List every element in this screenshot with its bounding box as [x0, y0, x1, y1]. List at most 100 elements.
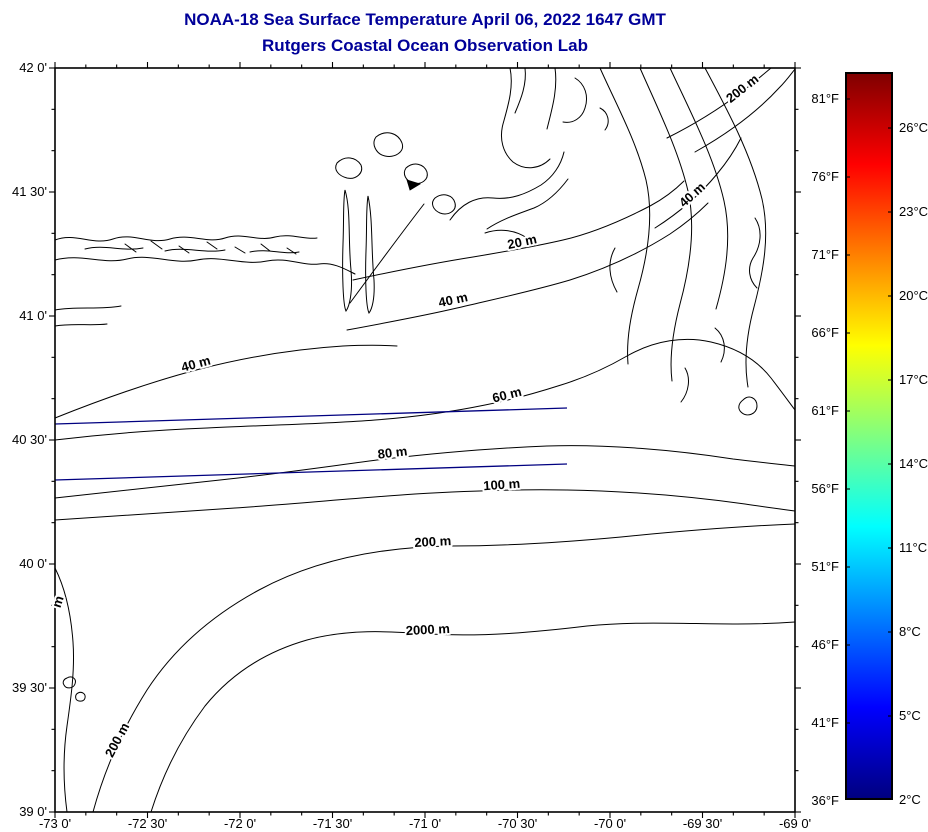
- x-tick-label: -69 0': [778, 816, 812, 831]
- x-tick-label: -69 30': [682, 816, 723, 831]
- colorbar-c-label: 20°C: [899, 288, 928, 303]
- colorbar-c-label: 2°C: [899, 792, 921, 807]
- y-tick-label: 41 0': [19, 308, 47, 323]
- squiggle-1: [749, 217, 761, 289]
- islet-1: [62, 676, 76, 689]
- colorbar-ticks: [845, 98, 893, 800]
- contour-40m-west: [54, 344, 398, 419]
- bay-channel-line: [349, 203, 425, 304]
- colorbar-f-label: 51°F: [811, 559, 839, 574]
- contour-label: 40 m: [437, 289, 469, 310]
- shoal-line-1: [599, 67, 651, 365]
- colorbar-c-label: 14°C: [899, 456, 928, 471]
- island-blob-4: [432, 194, 456, 215]
- colorbar-f-label: 71°F: [811, 247, 839, 262]
- x-tick-label: -72 30': [127, 816, 168, 831]
- figure-subtitle: Rutgers Coastal Ocean Observation Lab: [262, 36, 588, 55]
- contour-200m-northeast-a: [666, 67, 772, 139]
- contour-200m-main: [92, 523, 796, 813]
- squiggle-4: [680, 367, 689, 403]
- y-tick-label: 42 0': [19, 60, 47, 75]
- colorbar-c-label: 8°C: [899, 624, 921, 639]
- island-sliver-east: [365, 195, 375, 314]
- contour-label: 40 m: [180, 353, 213, 375]
- contour-label: 80 m: [377, 443, 408, 462]
- cape-shore-b: [486, 178, 569, 230]
- colorbar-f-label: 56°F: [811, 481, 839, 496]
- islet-2: [75, 691, 86, 702]
- colorbar-c-label: 5°C: [899, 708, 921, 723]
- coastline-hatching: [124, 240, 297, 255]
- colorbar-c-label: 26°C: [899, 120, 928, 135]
- sound-detail: [484, 229, 528, 239]
- island-blob-3: [403, 163, 428, 184]
- colorbar-f-label: 41°F: [811, 715, 839, 730]
- contour-label: 200 m: [414, 533, 452, 550]
- transect-line-south: [54, 463, 568, 481]
- coastline-connecticut-b: [54, 256, 356, 275]
- y-tick-label: 41 30': [11, 184, 47, 199]
- bathymetry-contours: [54, 67, 796, 813]
- contour-label: m: [49, 594, 67, 610]
- squiggle-3: [609, 247, 618, 293]
- contour-20m: [352, 180, 685, 281]
- contour-60m: [54, 338, 796, 441]
- colorbar-c-label: 17°C: [899, 372, 928, 387]
- contour-40m-northeast: [654, 137, 742, 229]
- coastline-detail: [84, 246, 300, 254]
- colorbar-f-label: 36°F: [811, 793, 839, 808]
- colorbar-c-label: 11°C: [899, 540, 928, 555]
- y-tick-label: 40 30': [11, 432, 47, 447]
- colorbar-f-label: 46°F: [811, 637, 839, 652]
- island-blob-1: [335, 157, 363, 179]
- cape-bay-a: [500, 67, 551, 169]
- colorbar-f-label: 61°F: [811, 403, 839, 418]
- contour-label: 200 m: [723, 71, 761, 106]
- contour-200m-northeast-b: [694, 68, 796, 153]
- contour-label: 2000 m: [405, 621, 450, 638]
- cape-shore-a: [449, 151, 565, 221]
- shoreline-left-b: [54, 323, 108, 327]
- shoreline-left-a: [54, 305, 122, 311]
- colorbar-f-label: 66°F: [811, 325, 839, 340]
- cape-bay-b: [546, 67, 557, 130]
- contour-label: 100 m: [483, 476, 521, 494]
- y-tick-label: 39 30': [11, 680, 47, 695]
- contour-label: 20 m: [506, 231, 538, 252]
- x-tick-label: -72 0': [223, 816, 257, 831]
- coastline-connecticut-a: [54, 235, 318, 242]
- squiggle-2: [714, 327, 725, 363]
- contour-label: 60 m: [491, 384, 523, 406]
- x-tick-label: -70 0': [593, 816, 627, 831]
- contour-40m-east: [346, 202, 709, 331]
- figure-title: NOAA-18 Sea Surface Temperature April 06…: [184, 10, 666, 29]
- y-tick-label: 39 0': [19, 804, 47, 819]
- contour-2000m: [150, 621, 796, 813]
- x-tick-label: -71 0': [408, 816, 442, 831]
- contour-label: 200 m: [102, 720, 133, 760]
- shoal-line-3: [669, 67, 729, 310]
- marker-flag: [406, 179, 421, 191]
- x-tick-label: -73 0': [38, 816, 72, 831]
- squiggle-7: [599, 107, 609, 131]
- transect-line-north: [54, 407, 568, 425]
- contour-100m: [54, 489, 796, 521]
- colorbar-f-label: 76°F: [811, 169, 839, 184]
- squiggle-5: [514, 67, 526, 114]
- island-blob-2: [373, 132, 404, 157]
- x-tick-label: -70 30': [497, 816, 538, 831]
- x-tick-label: -71 30': [312, 816, 353, 831]
- contour-80m: [54, 445, 796, 499]
- shoal-line-2: [639, 67, 693, 382]
- colorbar-f-label: 81°F: [811, 91, 839, 106]
- colorbar-c-label: 23°C: [899, 204, 928, 219]
- island-sliver-west: [342, 189, 352, 312]
- shoal-line-4: [704, 67, 767, 388]
- y-tick-label: 40 0': [19, 556, 47, 571]
- island-blob-5: [738, 396, 758, 416]
- axis-ticks: [49, 62, 801, 818]
- colorbar-gradient: [845, 72, 893, 800]
